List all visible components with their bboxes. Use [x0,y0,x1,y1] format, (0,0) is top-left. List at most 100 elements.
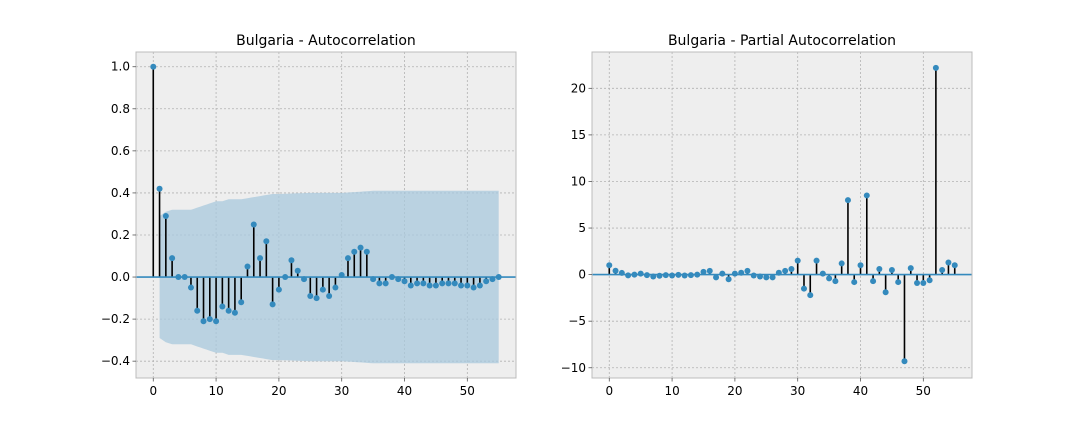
acf-point-lag-6 [187,284,194,291]
acf-point-lag-26 [313,295,320,302]
pacf-point-lag-26 [769,274,776,281]
pacf-point-lag-16 [706,267,713,274]
pacf-point-lag-0 [606,262,613,269]
acf-panel: 0 10 20 30 40 50 −0.4 −0.2 0.0 0.2 0.4 0.6 0.8 1.0 Bul… [101,33,517,398]
acf-point-lag-46 [439,280,446,287]
acf-point-lag-34 [363,248,370,255]
pacf-xtick-label: 0 [605,384,613,398]
pacf-point-lag-49 [914,279,921,286]
pacf-point-lag-4 [631,271,638,278]
pacf-ytick-label: 15 [571,128,586,142]
pacf-point-lag-35 [826,275,833,282]
acf-point-lag-20 [275,286,282,293]
pacf-point-lag-28 [782,267,789,274]
pacf-point-lag-46 [895,279,902,286]
pacf-point-lag-39 [851,279,858,286]
pacf-point-lag-15 [700,268,707,275]
pacf-point-lag-3 [625,272,632,279]
acf-point-lag-3 [169,255,176,262]
acf-point-lag-22 [288,257,295,264]
acf-axes-frame [135,51,517,379]
acf-point-lag-16 [250,221,257,228]
pacf-point-lag-8 [656,272,663,279]
acf-point-lag-47 [445,280,452,287]
acf-point-lag-4 [175,274,182,281]
acf-point-lag-44 [426,282,433,289]
acf-xtick-label: 40 [397,384,412,398]
pacf-point-lag-13 [687,272,694,279]
pacf-panel: 0 10 20 30 40 50 −10 −5 0 5 10 15 20 Bulgaria - Parti… [561,33,973,398]
pacf-point-lag-7 [650,273,657,280]
acf-point-lag-9 [206,316,213,323]
acf-point-lag-53 [483,278,490,285]
pacf-point-lag-38 [844,197,851,204]
pacf-xtick-label: 10 [664,384,679,398]
pacf-point-lag-9 [662,272,669,279]
pacf-point-lag-19 [725,276,732,283]
acf-ytick-label: 0.2 [111,228,130,242]
pacf-point-lag-27 [775,269,782,276]
pacf-point-lag-55 [951,262,958,269]
pacf-ytick-label: −5 [568,314,586,328]
acf-point-lag-52 [476,282,483,289]
acf-point-lag-15 [244,263,251,270]
acf-ytick-label: 0.6 [111,144,130,158]
acf-point-lag-17 [257,255,264,262]
acf-point-lag-36 [376,280,383,287]
acf-point-lag-8 [200,318,207,325]
pacf-point-lag-5 [637,270,644,277]
acf-point-lag-41 [407,282,414,289]
acf-point-lag-50 [464,282,471,289]
acf-point-lag-21 [282,274,289,281]
pacf-point-lag-22 [744,267,751,274]
pacf-point-lag-10 [669,272,676,279]
acf-point-lag-14 [238,299,245,306]
pacf-point-lag-21 [738,269,745,276]
pacf-point-lag-41 [863,192,870,199]
acf-point-lag-7 [194,307,201,314]
acf-point-lag-27 [319,286,326,293]
pacf-point-lag-24 [757,273,764,280]
pacf-point-lag-45 [888,266,895,273]
pacf-xtick-label: 40 [853,384,868,398]
pacf-point-lag-14 [694,271,701,278]
acf-point-lag-29 [332,284,339,291]
acf-chart-title: Bulgaria - Autocorrelation [236,33,416,49]
pacf-plot-area [592,52,972,378]
acf-xtick-label: 0 [149,384,157,398]
acf-point-lag-10 [213,318,220,325]
pacf-chart-title: Bulgaria - Partial Autocorrelation [668,33,896,49]
acf-point-lag-54 [489,276,496,283]
pacf-point-lag-20 [731,270,738,277]
acf-ytick-label: 0.4 [111,186,130,200]
pacf-point-lag-33 [813,257,820,264]
pacf-ytick-label: −10 [561,361,586,375]
pacf-point-lag-44 [882,289,889,296]
pacf-point-lag-18 [719,270,726,277]
pacf-point-lag-2 [618,269,625,276]
acf-point-lag-2 [162,213,169,220]
pacf-ytick-label: 5 [578,221,586,235]
pacf-ytick-label: 0 [578,268,586,282]
pacf-point-lag-50 [920,279,927,286]
acf-xtick-label: 20 [271,384,286,398]
acf-point-lag-37 [382,280,389,287]
acf-point-lag-1 [156,185,163,192]
acf-point-lag-0 [150,63,157,70]
pacf-point-lag-32 [807,292,814,299]
pacf-point-lag-40 [857,262,864,269]
pacf-point-lag-25 [763,274,770,281]
acf-point-lag-35 [370,276,377,283]
acf-point-lag-5 [181,274,188,281]
pacf-point-lag-43 [876,266,883,273]
acf-point-lag-30 [338,271,345,278]
acf-point-lag-49 [458,282,465,289]
pacf-point-lag-54 [945,259,952,266]
pacf-point-lag-48 [907,265,914,272]
acf-point-lag-51 [470,284,477,291]
pacf-point-lag-36 [832,278,839,285]
pacf-axes-frame [591,51,973,379]
acf-point-lag-25 [307,292,314,299]
acf-point-lag-55 [495,274,502,281]
